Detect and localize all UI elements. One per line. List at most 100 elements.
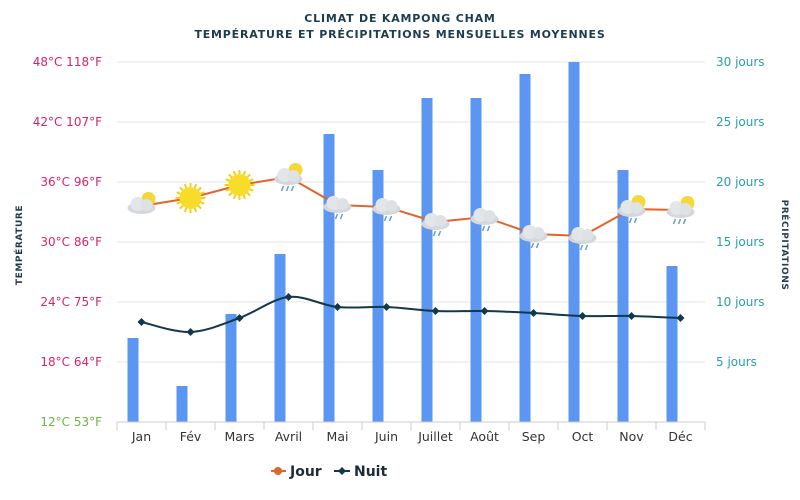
x-tick-label: Sep xyxy=(522,429,546,444)
cloud-shape xyxy=(287,170,300,182)
right-tick-label: 25 jours xyxy=(716,115,765,129)
precip-bar xyxy=(274,254,286,422)
x-tick-label: Mai xyxy=(327,429,349,444)
nuit-point xyxy=(480,307,489,315)
legend-nuit[interactable]: Nuit xyxy=(334,464,387,480)
rain-drop xyxy=(584,244,589,251)
nuit-point xyxy=(186,328,195,336)
cloud-shape xyxy=(473,208,488,222)
cloud-rain-icon xyxy=(421,213,450,237)
rain-drop xyxy=(481,225,486,232)
cloud-shape xyxy=(336,198,349,210)
right-axis-label: PRÉCIPITATIONS xyxy=(779,200,791,291)
cloud-shape xyxy=(385,200,398,212)
rain-drop xyxy=(535,242,540,249)
left-tick-label: 12°C 53°F xyxy=(40,415,102,429)
cloud-shape xyxy=(581,229,594,241)
rain-drop xyxy=(290,185,295,192)
rain-drop xyxy=(677,218,682,225)
cloud-shape xyxy=(483,210,496,222)
rain-drop xyxy=(574,244,579,251)
x-tick-label: Août xyxy=(470,429,499,444)
rain-drop xyxy=(623,217,628,224)
right-tick-label: 20 jours xyxy=(716,175,765,189)
sun-cloud-rain-icon xyxy=(617,195,646,224)
cloud-rain-icon xyxy=(470,208,499,232)
nuit-point xyxy=(382,303,391,311)
precip-bar xyxy=(127,338,139,422)
cloud-shape xyxy=(571,227,586,241)
sun-cloud-rain-icon xyxy=(274,163,303,192)
left-axis-label: TEMPÉRATURE xyxy=(13,205,25,285)
cloud-shape xyxy=(669,201,684,215)
jour-line xyxy=(141,175,681,238)
chart-subtitle: TEMPÉRATURE ET PRÉCIPITATIONS MENSUELLES… xyxy=(194,28,605,41)
cloud-shape xyxy=(532,227,545,239)
cloud-rain-icon xyxy=(568,227,597,251)
rain-drop xyxy=(280,185,285,192)
rain-drop xyxy=(334,213,339,220)
left-tick-label: 42°C 107°F xyxy=(33,115,102,129)
nuit-line xyxy=(141,295,681,334)
right-tick-label: 5 jours xyxy=(716,355,757,369)
x-tick-label: Juin xyxy=(374,429,398,444)
nuit-point xyxy=(627,312,636,320)
precip-bar xyxy=(225,314,237,422)
nuit-point xyxy=(529,309,538,317)
rain-drop xyxy=(285,185,290,192)
cloud-rain-icon xyxy=(372,198,401,222)
sun-icon xyxy=(175,183,206,213)
rain-drop xyxy=(672,218,677,225)
nuit-point xyxy=(137,318,146,326)
rain-drop xyxy=(432,230,437,237)
right-tick-label: 10 jours xyxy=(716,295,765,309)
rain-drop xyxy=(530,242,535,249)
precip-bar xyxy=(617,170,629,422)
left-tick-label: 48°C 118°F xyxy=(33,55,102,69)
x-tick-label: Fév xyxy=(180,429,202,444)
x-tick-label: Mars xyxy=(224,429,254,444)
x-tick-label: Nov xyxy=(619,429,644,444)
x-tick-label: Déc xyxy=(668,429,692,444)
cloud-shape xyxy=(375,198,390,212)
rain-drop xyxy=(476,225,481,232)
legend-jour-label: Jour xyxy=(289,464,322,480)
sun-cloud-icon xyxy=(127,192,156,214)
nuit-point xyxy=(235,314,244,322)
cloud-rain-icon xyxy=(323,196,352,220)
precip-bar xyxy=(470,98,482,422)
cloud-shape xyxy=(277,168,292,182)
rain-drop xyxy=(378,215,383,222)
cloud-shape xyxy=(130,197,145,211)
precip-bar xyxy=(176,386,188,422)
chart-title: CLIMAT DE KAMPONG CHAM xyxy=(304,12,495,25)
cloud-shape xyxy=(326,196,341,210)
rain-drop xyxy=(628,217,633,224)
legend-jour[interactable]: Jour xyxy=(271,464,322,480)
x-tick-label: Oct xyxy=(572,429,594,444)
precip-bar xyxy=(519,74,531,422)
right-tick-label: 15 jours xyxy=(716,235,765,249)
cloud-shape xyxy=(434,215,447,227)
legend: Jour Nuit xyxy=(271,464,387,480)
nuit-point xyxy=(676,314,685,322)
rain-drop xyxy=(427,230,432,237)
legend-nuit-label: Nuit xyxy=(354,464,387,480)
rain-drop xyxy=(579,244,584,251)
sun-disc xyxy=(228,174,251,196)
rain-drop xyxy=(329,213,334,220)
rain-drop xyxy=(388,215,393,222)
cloud-shape xyxy=(522,225,537,239)
precip-bar xyxy=(372,170,384,422)
x-tick-label: Avril xyxy=(275,429,302,444)
rain-drop xyxy=(339,213,344,220)
cloud-shape xyxy=(140,199,153,211)
rain-drop xyxy=(383,215,388,222)
cloud-shape xyxy=(424,213,439,227)
sun-disc xyxy=(179,187,202,209)
nuit-point xyxy=(431,307,440,315)
precip-bar xyxy=(421,98,433,422)
x-tick-label: Juillet xyxy=(417,429,453,444)
